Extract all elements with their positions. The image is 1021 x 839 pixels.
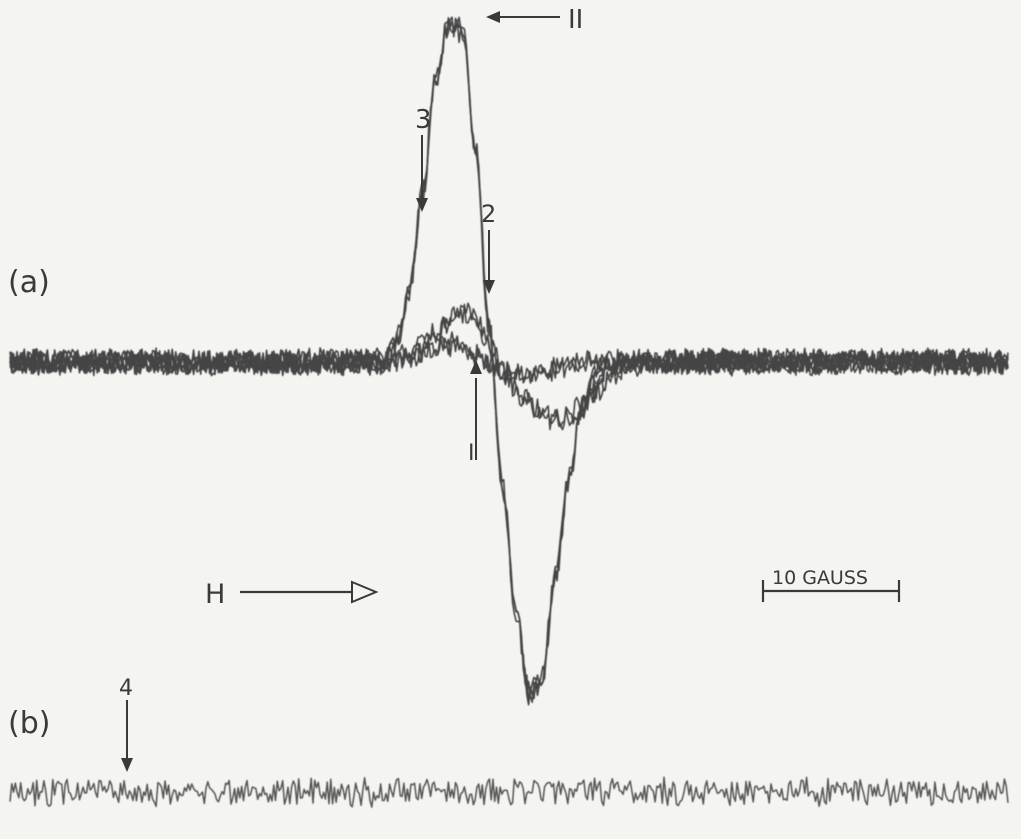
trace-3-arrowhead <box>416 198 428 212</box>
trace-1-arrowhead <box>470 360 482 374</box>
trace-2-label: 2 <box>481 200 496 228</box>
trace-layer <box>9 16 1009 808</box>
field-direction-label: H <box>205 579 225 610</box>
trace-3-label: 3 <box>415 105 432 135</box>
field-arrowhead <box>351 580 379 604</box>
scale-bar-label: 10 GAUSS <box>772 567 868 589</box>
panel-label-b: (b) <box>8 706 50 741</box>
trace-4-arrowhead <box>121 758 133 772</box>
panel-label-a: (a) <box>8 265 50 300</box>
peak-ii-label: II <box>568 5 583 35</box>
trace-1-label: I <box>468 441 475 466</box>
annotation-layer: II 3 2 I 4 <box>119 5 901 772</box>
trace-4-label: 4 <box>119 676 133 701</box>
trace-2-arrowhead <box>483 280 495 294</box>
spectrum-trace-0-2 <box>9 335 1009 382</box>
peak-ii-arrowhead <box>486 11 500 23</box>
spectrum-trace-1-0 <box>9 776 1009 808</box>
